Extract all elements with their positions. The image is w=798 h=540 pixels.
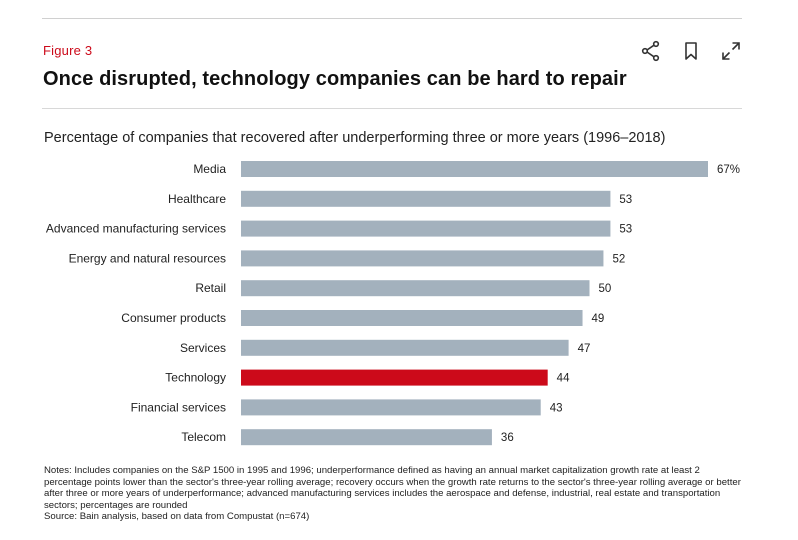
category-label: Telecom [181,430,226,444]
bar-services [241,339,569,356]
chart-title: Percentage of companies that recovered a… [44,130,666,146]
bar-retail [241,280,590,297]
category-label: Financial services [131,400,226,414]
bookmark-button[interactable] [678,38,704,64]
share-icon [641,40,660,62]
figure-toolbar [636,38,746,64]
source-text: Source: Bain analysis, based on data fro… [44,511,310,523]
value-label: 43 [550,402,563,414]
bar-telecom [241,429,492,446]
value-label: 36 [501,432,514,444]
category-label: Consumer products [121,311,226,325]
bar-consumer-products [241,310,583,326]
bar-media [241,161,708,177]
category-label: Energy and natural resources [69,251,226,265]
category-label: Retail [195,281,226,295]
value-label: 44 [557,373,570,385]
top-divider [42,18,742,19]
figure-title: Once disrupted, technology companies can… [43,68,627,90]
figure-label: Figure 3 [43,43,93,58]
chart-notes: Notes: Includes companies on the S&P 150… [44,465,749,523]
bookmark-icon [685,42,697,60]
expand-icon [722,42,740,60]
category-label: Healthcare [168,192,226,206]
bar-technology [241,369,548,386]
category-label: Advanced manufacturing services [46,222,226,236]
bar-energy-and-natural-resources [241,250,604,267]
bar-advanced-manufacturing-services [241,220,611,237]
category-label: Services [180,341,226,355]
category-label: Media [193,162,226,176]
value-label: 50 [599,283,612,295]
value-label: 47 [578,343,591,355]
bar-chart: Media 67% Healthcare 53 Advanced manufacturi… [46,161,740,446]
category-label: Technology [165,371,226,385]
bar-financial-services [241,399,541,416]
value-label: 53 [619,194,632,206]
expand-button[interactable] [718,38,744,64]
title-divider [42,108,742,109]
value-label: 53 [619,224,632,236]
value-label: 52 [612,253,625,265]
value-label: 49 [592,313,605,325]
notes-text: Notes: Includes companies on the S&P 150… [44,465,741,511]
bar-healthcare [241,190,611,207]
value-label: 67% [717,164,740,176]
share-button[interactable] [638,38,664,64]
